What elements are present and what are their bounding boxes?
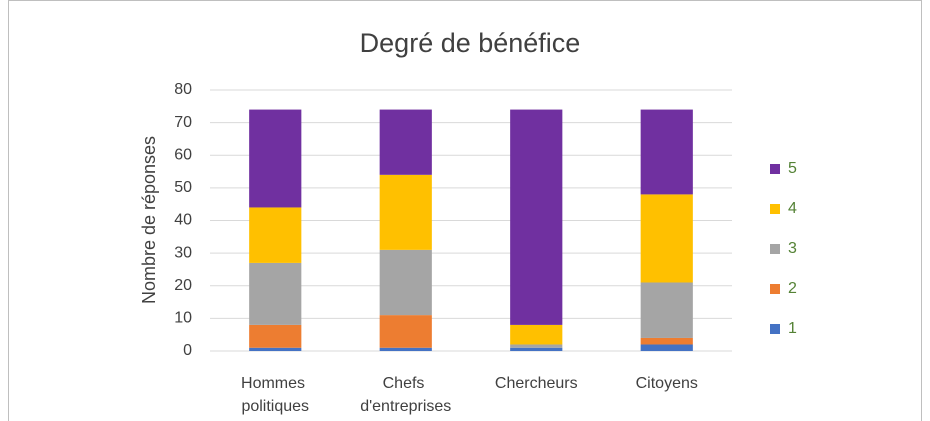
y-tick-label: 30 [174,244,192,261]
legend-label: 2 [788,280,797,297]
legend-swatch [770,244,780,254]
bar-segment [640,337,693,345]
bar-segment [249,109,302,208]
y-axis-title: Nombre de réponses [139,136,159,304]
bar-segment [510,324,563,345]
bar-segment [379,315,432,348]
bar-segment [510,109,563,325]
y-tick-label: 80 [174,81,192,98]
bar-segment [249,347,302,351]
bar-segment [379,174,432,250]
legend-label: 3 [788,240,797,257]
x-tick-label-line: Chercheurs [495,375,578,392]
bar-segment [510,347,563,351]
y-tick-label: 10 [174,310,192,327]
legend-label: 5 [788,160,797,177]
bar-segment [510,344,563,348]
legend-swatch [770,204,780,214]
y-tick-label: 70 [174,114,192,131]
legend-swatch [770,164,780,174]
legend-swatch [770,284,780,294]
x-tick-label-line: Hommes [241,375,309,392]
legend-swatch [770,324,780,334]
bar-segment [379,109,432,175]
y-tick-label: 20 [174,277,192,294]
x-tick-label: Hommes politiques [241,375,309,415]
legend-label: 1 [788,320,797,337]
y-tick-label: 60 [174,146,192,163]
x-tick-label-line: d'entreprises [360,398,451,415]
bar-segment [249,324,302,348]
bar-segment [249,207,302,263]
bar-segment [640,109,693,195]
x-tick-label: Chercheurs [495,375,578,392]
x-tick-label: Citoyens [636,375,698,392]
bar-segment [640,344,693,351]
bar-segment [379,347,432,351]
chart-title: Degré de bénéfice [360,28,581,58]
x-tick-label-line: Chefs [383,375,429,392]
bar-segment [640,282,693,338]
y-tick-label: 40 [174,212,192,229]
x-tick-label: Chefs d'entreprises [360,375,451,415]
x-tick-label-line: Citoyens [636,375,698,392]
legend-label: 4 [788,200,797,217]
bar-segment [379,249,432,316]
y-tick-label: 50 [174,179,192,196]
y-tick-label: 0 [183,342,192,359]
x-tick-label-line: politiques [241,398,309,415]
bar-segment [249,262,302,325]
bar-segment [640,194,693,283]
